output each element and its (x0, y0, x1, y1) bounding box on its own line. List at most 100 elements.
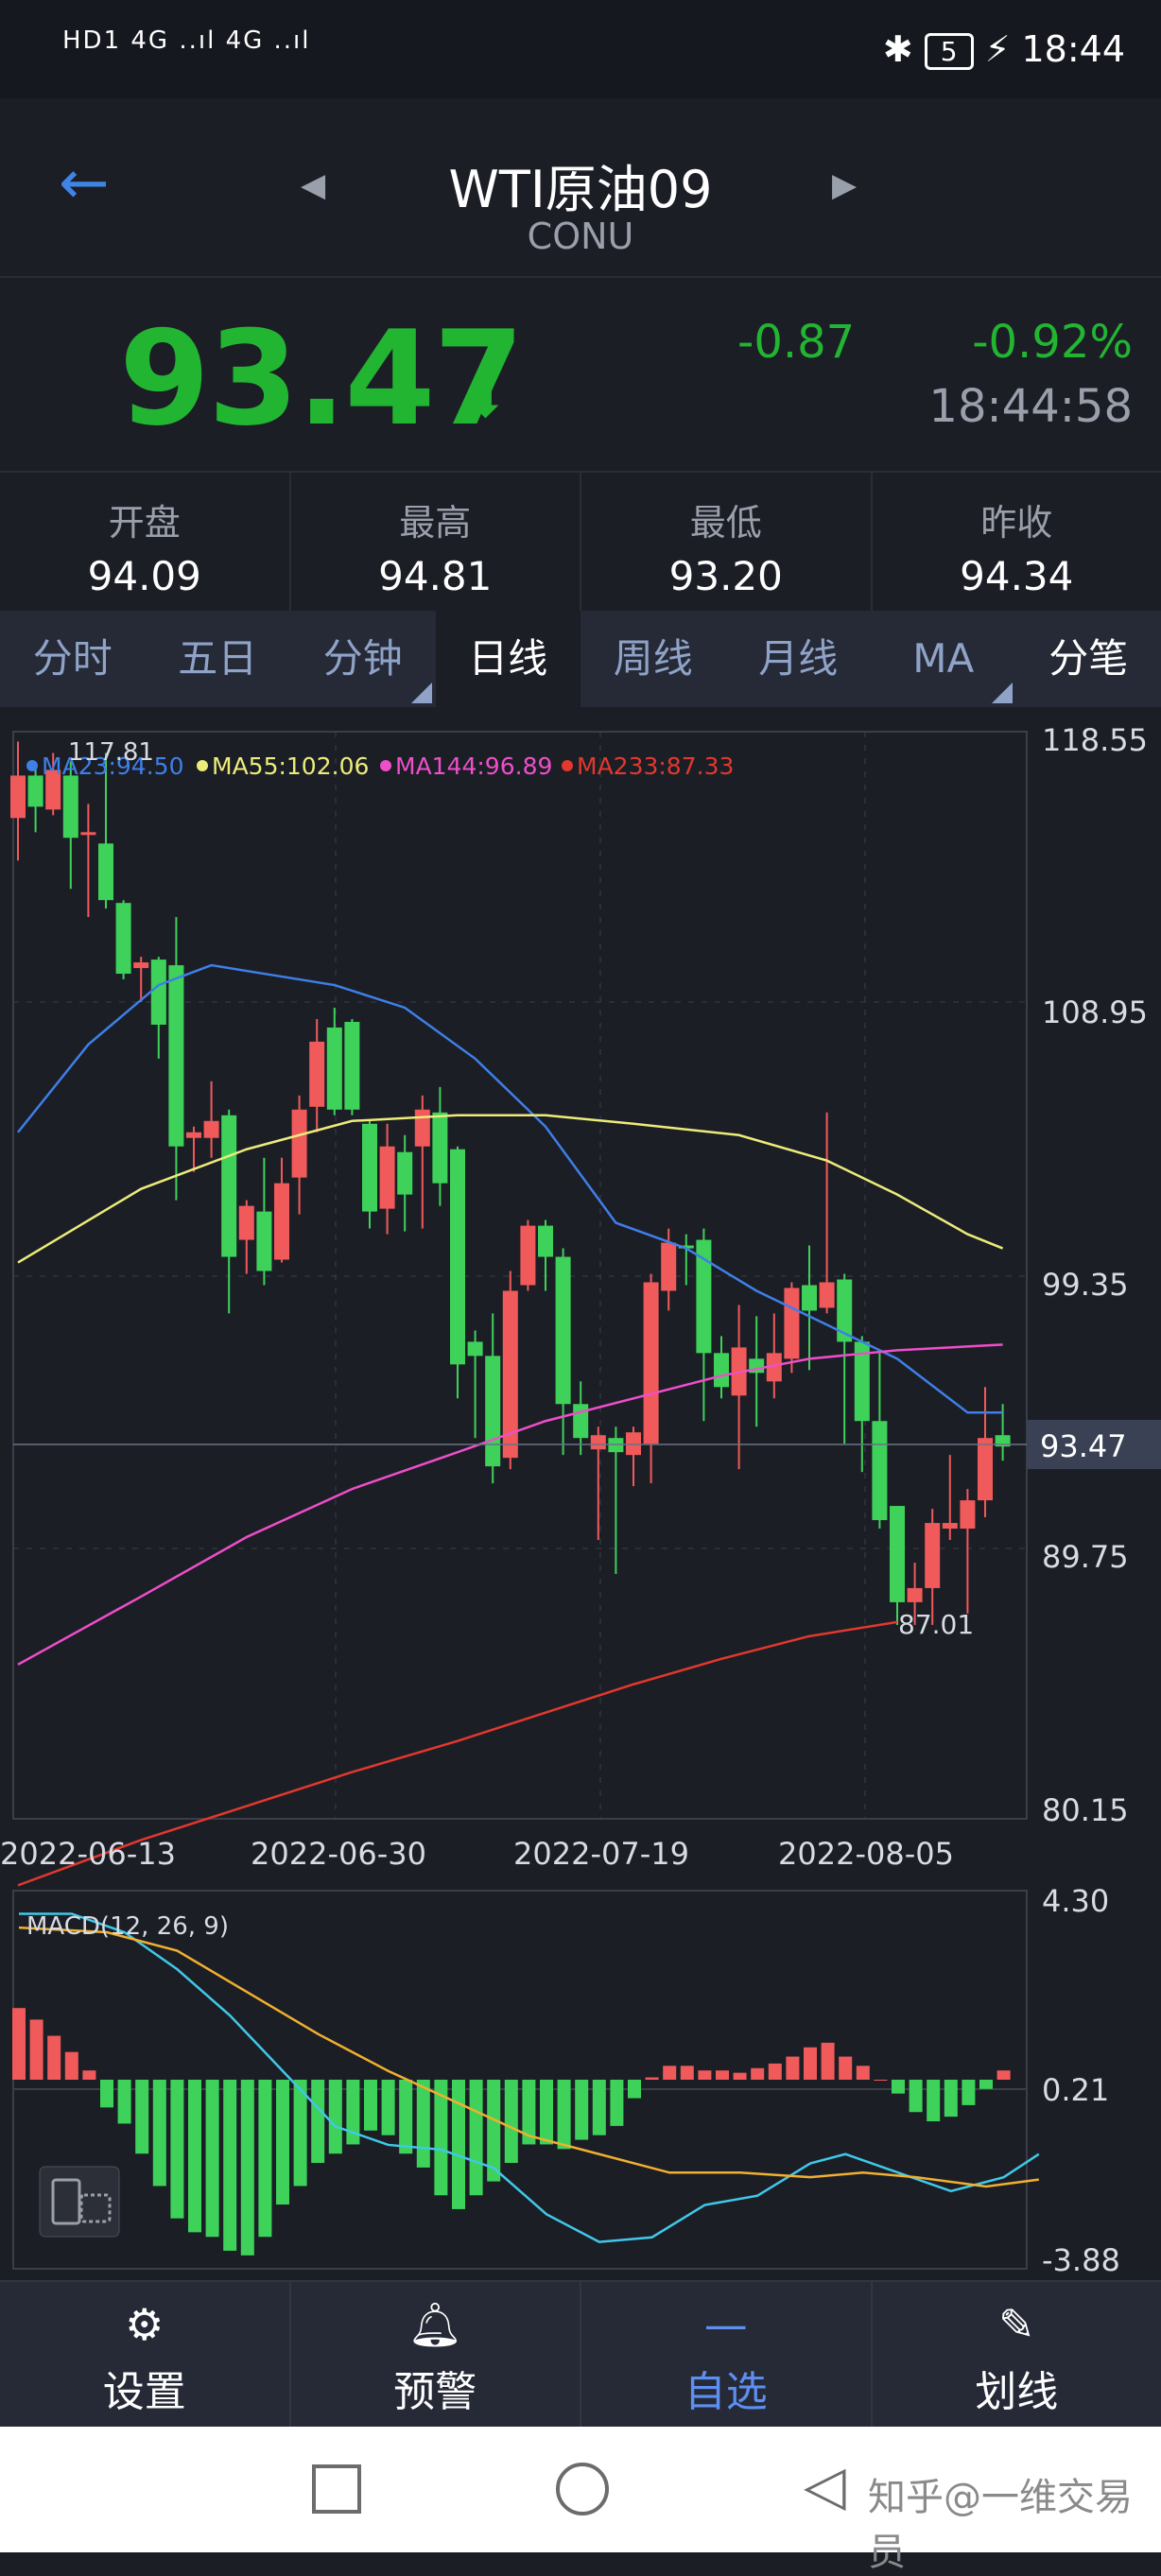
candle-body (221, 1115, 236, 1257)
macd-bar (417, 2080, 430, 2168)
candle-body (978, 1438, 993, 1500)
y-tick: 118.55 (1042, 722, 1148, 758)
macd-bar (399, 2080, 412, 2153)
macd-bar (716, 2070, 729, 2080)
tab-ma[interactable]: MA (871, 611, 1016, 707)
tab-weekly[interactable]: 周线 (580, 611, 726, 707)
nav-alert[interactable]: 🔔︎ 预警 (291, 2282, 582, 2429)
macd-bar (382, 2080, 395, 2135)
candle-body (520, 1226, 535, 1286)
candle-body (872, 1421, 887, 1520)
candle-body (626, 1432, 641, 1455)
minus-icon: — (581, 2299, 871, 2352)
candle-body (116, 903, 131, 974)
macd-bar (65, 2052, 78, 2080)
candle-body (556, 1257, 571, 1405)
macd-bar (558, 2080, 571, 2149)
kline-chart[interactable]: MA23:94.50 MA55:102.06 MA144:96.89 MA233… (0, 718, 1161, 2280)
candle-body (274, 1184, 289, 1260)
macd-bar (170, 2080, 183, 2219)
macd-bar (751, 2068, 764, 2080)
header: ← ◀ WTI原油09 CONU ▶ (0, 98, 1161, 278)
candle-body (538, 1226, 553, 1257)
y-tick: -3.88 (1042, 2242, 1120, 2278)
main-chart-frame (13, 732, 1027, 1819)
macd-bar (681, 2066, 694, 2080)
tab-ticks[interactable]: 分笔 (1016, 611, 1161, 707)
candle-body (820, 1282, 835, 1307)
tab-daily[interactable]: 日线 (436, 611, 581, 707)
candle-body (256, 1212, 271, 1271)
nav-label: 预警 (291, 2358, 580, 2418)
candle-body (10, 775, 26, 818)
macd-bar (962, 2080, 975, 2105)
arrow-down-icon: ⬇ (463, 369, 508, 430)
macd-bar (804, 2048, 817, 2080)
y-tick: 89.75 (1042, 1539, 1129, 1575)
x-tick: 2022-08-05 (778, 1836, 954, 1872)
tab-intraday[interactable]: 分时 (0, 611, 146, 707)
nav-settings[interactable]: ⚙ 设置 (0, 2282, 291, 2429)
legend-dot-ma233 (562, 760, 573, 771)
macd-bar (276, 2080, 289, 2204)
x-tick: 2022-07-19 (513, 1836, 689, 1872)
candle-body (168, 965, 183, 1147)
macd-bar (944, 2080, 958, 2117)
candle-body (239, 1206, 254, 1240)
legend-ma144: MA144:96.89 (395, 752, 552, 780)
symbol-code: CONU (0, 216, 1161, 257)
nav-watchlist[interactable]: — 自选 (581, 2282, 873, 2429)
home-icon[interactable] (556, 2463, 609, 2515)
nav-draw[interactable]: ✎ 划线 (873, 2282, 1161, 2429)
macd-bar (188, 2080, 201, 2232)
x-tick: 2022-06-13 (0, 1836, 176, 1872)
candle-body (714, 1353, 729, 1387)
current-price-label: 93.47 (1040, 1428, 1127, 1464)
macd-bar (628, 2080, 641, 2099)
y-tick: 99.35 (1042, 1267, 1129, 1303)
candle-body (573, 1404, 588, 1438)
candle-body (415, 1110, 430, 1147)
candle-body (468, 1341, 483, 1356)
candle-body (802, 1285, 817, 1310)
macd-bar (593, 2080, 606, 2135)
candle-body (644, 1282, 659, 1444)
candle-body (943, 1523, 958, 1529)
macd-bar (910, 2080, 923, 2112)
tab-minute[interactable]: 分钟 (290, 611, 436, 707)
legend-dot-ma144 (380, 760, 391, 771)
candle-body (133, 962, 148, 968)
legend-ma233: MA233:87.33 (577, 752, 734, 780)
candle-body (327, 1028, 342, 1110)
tab-monthly[interactable]: 月线 (726, 611, 872, 707)
macd-bar (540, 2080, 553, 2144)
x-axis-labels: 2022-06-13 2022-06-30 2022-07-19 2022-08… (0, 1836, 954, 1872)
stat-value: 94.09 (0, 553, 289, 599)
recent-apps-icon[interactable] (312, 2464, 361, 2514)
candle-body (485, 1356, 500, 1466)
macd-bar (663, 2066, 676, 2080)
x-tick: 2022-06-30 (251, 1836, 426, 1872)
next-symbol-icon[interactable]: ▶ (832, 166, 857, 204)
macd-bar (734, 2073, 747, 2080)
back-triangle-icon[interactable]: ◁ (804, 2453, 846, 2517)
page-title: WTI原油09 (0, 147, 1161, 222)
macd-bar (206, 2080, 219, 2237)
tab-five-day[interactable]: 五日 (146, 611, 291, 707)
legend-dot-ma23 (26, 760, 38, 771)
candle-body (925, 1523, 940, 1588)
candle-body (204, 1121, 219, 1138)
ma55-line (18, 1115, 1003, 1263)
candle-body (432, 1113, 447, 1184)
macd-bar (839, 2057, 852, 2080)
y-tick: 0.21 (1042, 2072, 1109, 2108)
candle-body (890, 1506, 905, 1602)
landscape-toggle-icon[interactable] (40, 2167, 119, 2237)
y-axis-labels: 118.55 108.95 99.35 89.75 80.15 (1042, 722, 1148, 1828)
stat-label: 开盘 (0, 493, 289, 545)
macd-bar (698, 2070, 711, 2080)
candle-body (151, 960, 166, 1025)
